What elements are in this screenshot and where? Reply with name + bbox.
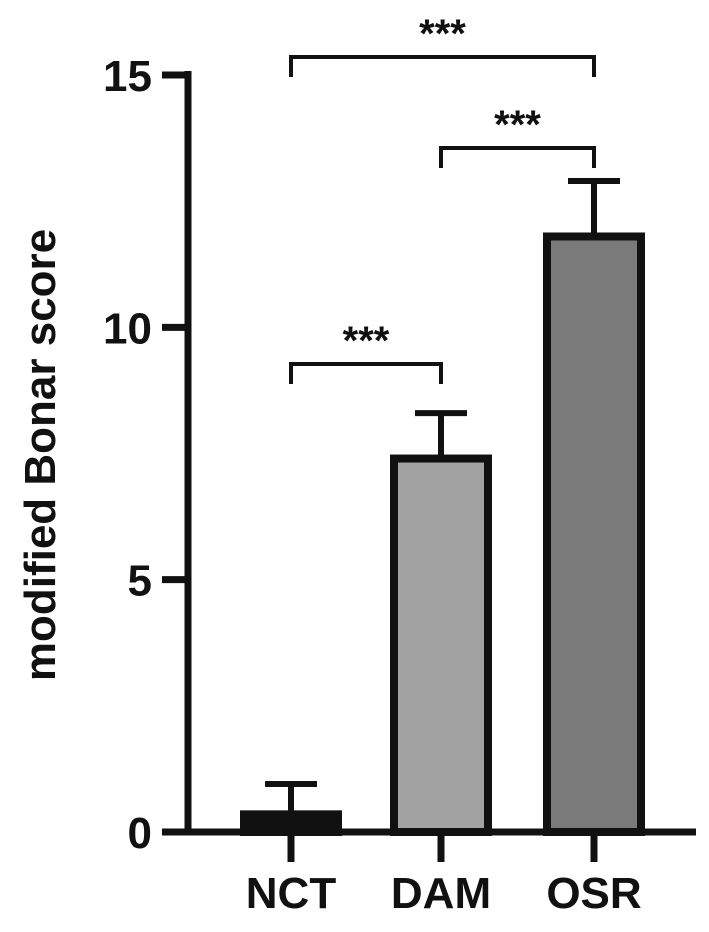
x-tick-label-nct: NCT	[246, 869, 337, 918]
sig-bracket-dam-osr	[439, 146, 596, 168]
sig-bracket-nct-dam	[289, 362, 443, 384]
y-tick-label-5: 5	[128, 557, 152, 606]
y-tick-label-10: 10	[103, 304, 152, 353]
x-tick-label-dam: DAM	[391, 869, 491, 918]
sig-bracket-dam-osr-label: ***	[494, 103, 541, 147]
bars-group	[240, 232, 645, 837]
y-axis-label: modified Bonar score	[16, 229, 65, 681]
axes-group: NCT DAM OSR 0 5 10 15	[103, 52, 696, 918]
y-tick-label-15: 15	[103, 52, 152, 101]
bar-osr	[543, 232, 645, 836]
sig-bracket-nct-osr-label: ***	[419, 12, 466, 56]
bar-dam	[390, 454, 492, 836]
significance-group: *** *** ***	[289, 12, 596, 384]
x-tick-label-osr: OSR	[546, 869, 641, 918]
sig-bracket-nct-osr	[289, 55, 596, 77]
y-tick-label-0: 0	[128, 809, 152, 858]
error-bars-group	[265, 177, 620, 815]
sig-bracket-nct-dam-label: ***	[343, 319, 390, 363]
